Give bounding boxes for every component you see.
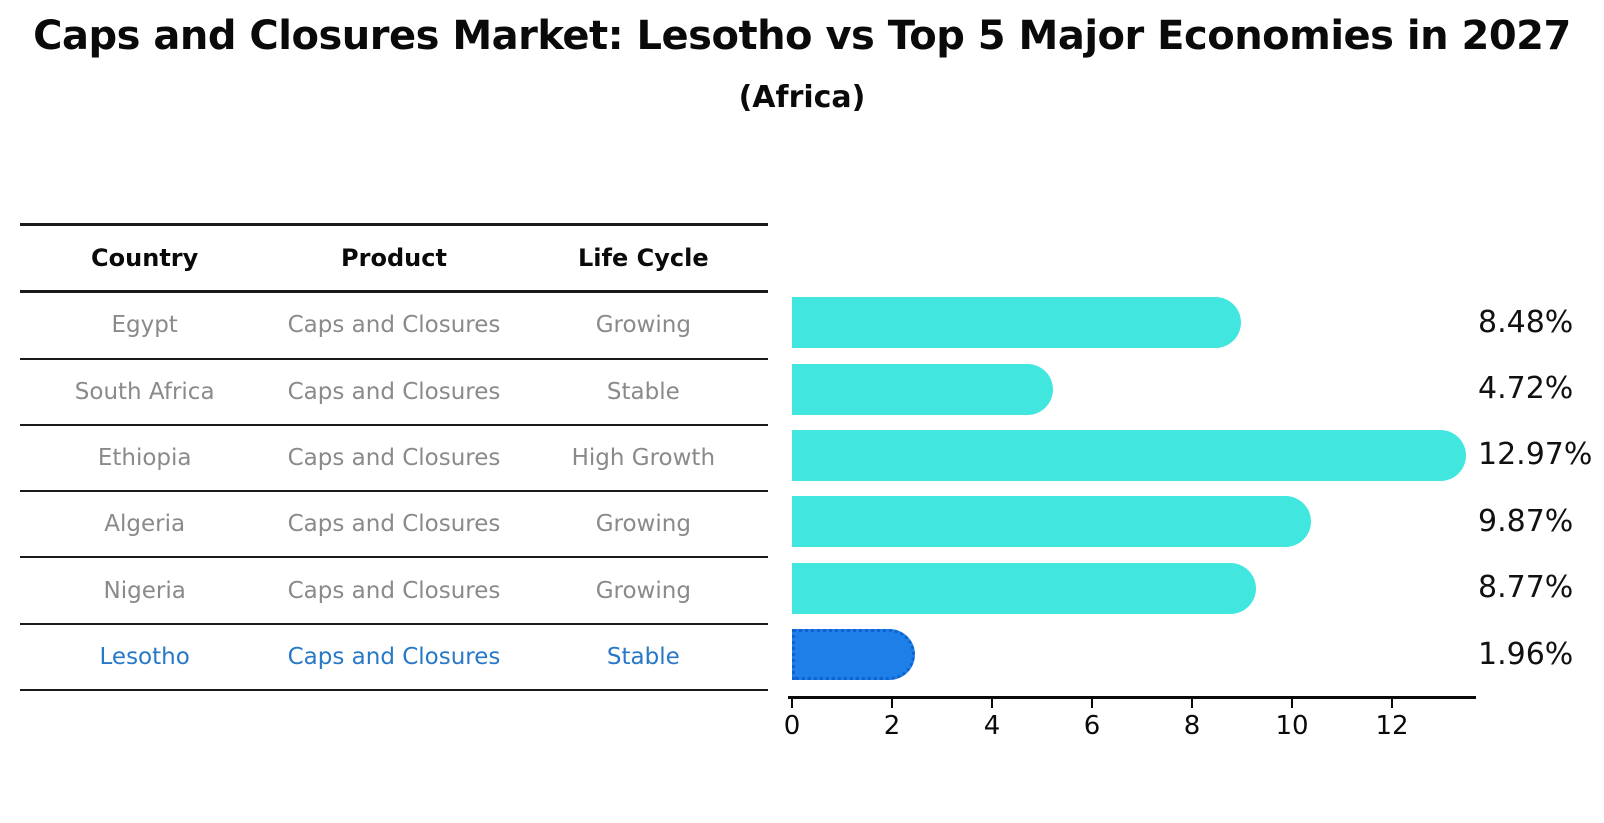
cell-country: Egypt [111, 312, 178, 339]
cell-product: Caps and Closures [287, 312, 501, 339]
cell-life-cycle: Growing [595, 577, 691, 604]
cell-country: Nigeria [103, 577, 186, 604]
cell-product: Caps and Closures [287, 378, 501, 405]
cell-product: Caps and Closures [287, 444, 501, 471]
header-country: Country [91, 244, 199, 273]
table-row: South Africa Caps and Closures Stable [20, 360, 768, 426]
x-axis-tick-label: 4 [983, 711, 1001, 741]
x-axis-tick [1190, 698, 1194, 708]
header-product: Product [341, 244, 447, 273]
x-axis-tick [990, 698, 994, 708]
cell-life-cycle: Stable [606, 378, 680, 405]
bar-value-label: 1.96% [1478, 636, 1574, 672]
country-info-table: Country Product Life Cycle Egypt Caps an… [20, 223, 768, 691]
table-row: Lesotho Caps and Closures Stable [20, 625, 768, 691]
market-bar [792, 629, 915, 681]
cell-product: Caps and Closures [287, 511, 501, 538]
cell-life-cycle: High Growth [571, 444, 716, 471]
cell-country: South Africa [74, 378, 215, 405]
x-axis-tick-label: 12 [1375, 711, 1409, 741]
cell-product: Caps and Closures [287, 577, 501, 604]
table-row: Algeria Caps and Closures Growing [20, 492, 768, 559]
x-axis-tick [1390, 698, 1394, 708]
x-axis-tick-label: 0 [783, 711, 801, 741]
chart-title: Caps and Closures Market: Lesotho vs Top… [33, 13, 1571, 59]
cell-life-cycle: Growing [595, 511, 691, 538]
bar-value-label: 12.97% [1478, 437, 1593, 473]
x-axis-tick-label: 8 [1183, 711, 1201, 741]
x-axis-tick-label: 10 [1275, 711, 1309, 741]
x-axis-tick [790, 698, 794, 708]
x-axis-tick-label: 2 [883, 711, 901, 741]
cell-life-cycle: Growing [595, 312, 691, 339]
cell-country: Ethiopia [97, 444, 192, 471]
cell-product: Caps and Closures [287, 643, 501, 670]
market-bar [792, 297, 1241, 349]
cell-life-cycle: Stable [606, 643, 680, 670]
cell-country: Algeria [104, 511, 186, 538]
market-bar [792, 496, 1311, 548]
chart-subtitle: (Africa) [738, 80, 866, 115]
bar-value-label: 9.87% [1478, 503, 1574, 539]
header-life-cycle: Life Cycle [578, 244, 709, 273]
table-row: Egypt Caps and Closures Growing [20, 293, 768, 360]
table-row: Nigeria Caps and Closures Growing [20, 558, 768, 625]
x-axis-tick-label: 6 [1083, 711, 1101, 741]
x-axis-tick [1290, 698, 1294, 708]
x-axis-tick [1090, 698, 1094, 708]
market-bar [792, 429, 1466, 481]
bar-value-label: 8.48% [1478, 304, 1574, 340]
x-axis-line [788, 696, 1476, 699]
table-header-row: Country Product Life Cycle [20, 226, 768, 294]
cell-country: Lesotho [99, 643, 190, 670]
bar-value-label: 4.72% [1478, 371, 1574, 407]
table-row: Ethiopia Caps and Closures High Growth [20, 426, 768, 493]
x-axis-tick [890, 698, 894, 708]
market-bar [792, 562, 1256, 614]
bar-value-label: 8.77% [1478, 570, 1574, 606]
market-bar [792, 363, 1053, 415]
